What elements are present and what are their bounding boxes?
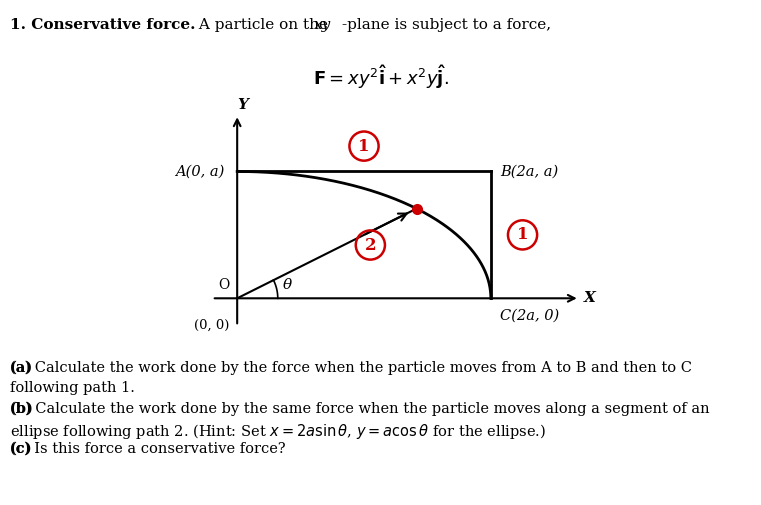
Text: O: O bbox=[218, 278, 230, 292]
Text: B(2a, a): B(2a, a) bbox=[500, 165, 558, 178]
Text: xy: xy bbox=[314, 18, 332, 32]
Text: (c) Is this force a conservative force?: (c) Is this force a conservative force? bbox=[10, 442, 285, 456]
Text: 1: 1 bbox=[517, 226, 528, 243]
Text: following path 1.: following path 1. bbox=[10, 381, 135, 395]
Text: A particle on the: A particle on the bbox=[194, 18, 333, 32]
Text: A(0, a): A(0, a) bbox=[175, 165, 224, 178]
Text: ellipse following path 2. (Hint: Set $x = 2a\sin\theta$, $y = a\cos\theta$ for t: ellipse following path 2. (Hint: Set $x … bbox=[10, 422, 546, 441]
Text: (b): (b) bbox=[10, 401, 33, 416]
Text: (c): (c) bbox=[10, 442, 33, 456]
Text: X: X bbox=[584, 291, 595, 306]
Text: 1. Conservative force.: 1. Conservative force. bbox=[10, 18, 196, 32]
Text: C(2a, 0): C(2a, 0) bbox=[500, 309, 559, 323]
Text: Y: Y bbox=[237, 98, 247, 112]
Text: θ: θ bbox=[283, 278, 292, 292]
Text: (0, 0): (0, 0) bbox=[194, 319, 230, 332]
Text: 1: 1 bbox=[358, 137, 370, 155]
Text: (a) Calculate the work done by the force when the particle moves from A to B and: (a) Calculate the work done by the force… bbox=[10, 361, 692, 375]
Text: -plane is subject to a force,: -plane is subject to a force, bbox=[342, 18, 551, 32]
Text: $\mathbf{F} = xy^2\mathbf{\hat{i}}+x^2y\mathbf{\hat{j}}.$: $\mathbf{F} = xy^2\mathbf{\hat{i}}+x^2y\… bbox=[313, 63, 448, 91]
Text: (a): (a) bbox=[10, 361, 33, 375]
Text: 2: 2 bbox=[365, 236, 376, 254]
Text: (b) Calculate the work done by the same force when the particle moves along a se: (b) Calculate the work done by the same … bbox=[10, 401, 709, 416]
